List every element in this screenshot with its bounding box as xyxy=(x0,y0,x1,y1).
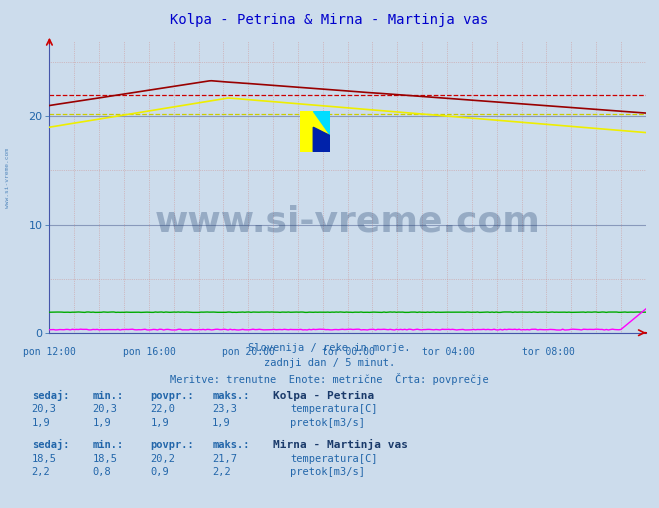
Text: www.si-vreme.com: www.si-vreme.com xyxy=(5,148,11,208)
Text: 23,3: 23,3 xyxy=(212,404,237,415)
Text: tor 04:00: tor 04:00 xyxy=(422,347,475,357)
Text: min.:: min.: xyxy=(92,391,123,401)
Text: 22,0: 22,0 xyxy=(150,404,175,415)
Text: temperatura[C]: temperatura[C] xyxy=(290,404,378,415)
Text: 1,9: 1,9 xyxy=(150,418,169,428)
Text: 18,5: 18,5 xyxy=(92,454,117,464)
Text: tor 00:00: tor 00:00 xyxy=(322,347,375,357)
Text: pon 12:00: pon 12:00 xyxy=(23,347,76,357)
Text: 2,2: 2,2 xyxy=(32,467,50,477)
Text: 20,3: 20,3 xyxy=(92,404,117,415)
Text: tor 08:00: tor 08:00 xyxy=(522,347,575,357)
Polygon shape xyxy=(313,111,330,136)
Text: Kolpa - Petrina: Kolpa - Petrina xyxy=(273,391,375,401)
Polygon shape xyxy=(313,127,330,151)
Text: Slovenija / reke in morje.: Slovenija / reke in morje. xyxy=(248,343,411,353)
Text: www.si-vreme.com: www.si-vreme.com xyxy=(155,205,540,239)
Text: pretok[m3/s]: pretok[m3/s] xyxy=(290,467,365,477)
Text: zadnji dan / 5 minut.: zadnji dan / 5 minut. xyxy=(264,358,395,368)
Text: 18,5: 18,5 xyxy=(32,454,57,464)
Text: Meritve: trenutne  Enote: metrične  Črta: povprečje: Meritve: trenutne Enote: metrične Črta: … xyxy=(170,373,489,386)
Text: 2,2: 2,2 xyxy=(212,467,231,477)
Text: povpr.:: povpr.: xyxy=(150,391,194,401)
Text: sedaj:: sedaj: xyxy=(32,390,69,401)
Text: min.:: min.: xyxy=(92,440,123,450)
Text: pon 20:00: pon 20:00 xyxy=(223,347,275,357)
Text: maks.:: maks.: xyxy=(212,440,250,450)
Text: 1,9: 1,9 xyxy=(92,418,111,428)
Text: povpr.:: povpr.: xyxy=(150,440,194,450)
Text: pretok[m3/s]: pretok[m3/s] xyxy=(290,418,365,428)
Text: 0,9: 0,9 xyxy=(150,467,169,477)
Text: pon 16:00: pon 16:00 xyxy=(123,347,175,357)
Text: maks.:: maks.: xyxy=(212,391,250,401)
Text: 20,3: 20,3 xyxy=(32,404,57,415)
Text: Mirna - Martinja vas: Mirna - Martinja vas xyxy=(273,439,409,450)
Text: 1,9: 1,9 xyxy=(32,418,50,428)
Text: 1,9: 1,9 xyxy=(212,418,231,428)
Text: temperatura[C]: temperatura[C] xyxy=(290,454,378,464)
Text: 0,8: 0,8 xyxy=(92,467,111,477)
Text: sedaj:: sedaj: xyxy=(32,439,69,450)
Text: 21,7: 21,7 xyxy=(212,454,237,464)
Text: 20,2: 20,2 xyxy=(150,454,175,464)
Text: Kolpa - Petrina & Mirna - Martinja vas: Kolpa - Petrina & Mirna - Martinja vas xyxy=(171,13,488,27)
